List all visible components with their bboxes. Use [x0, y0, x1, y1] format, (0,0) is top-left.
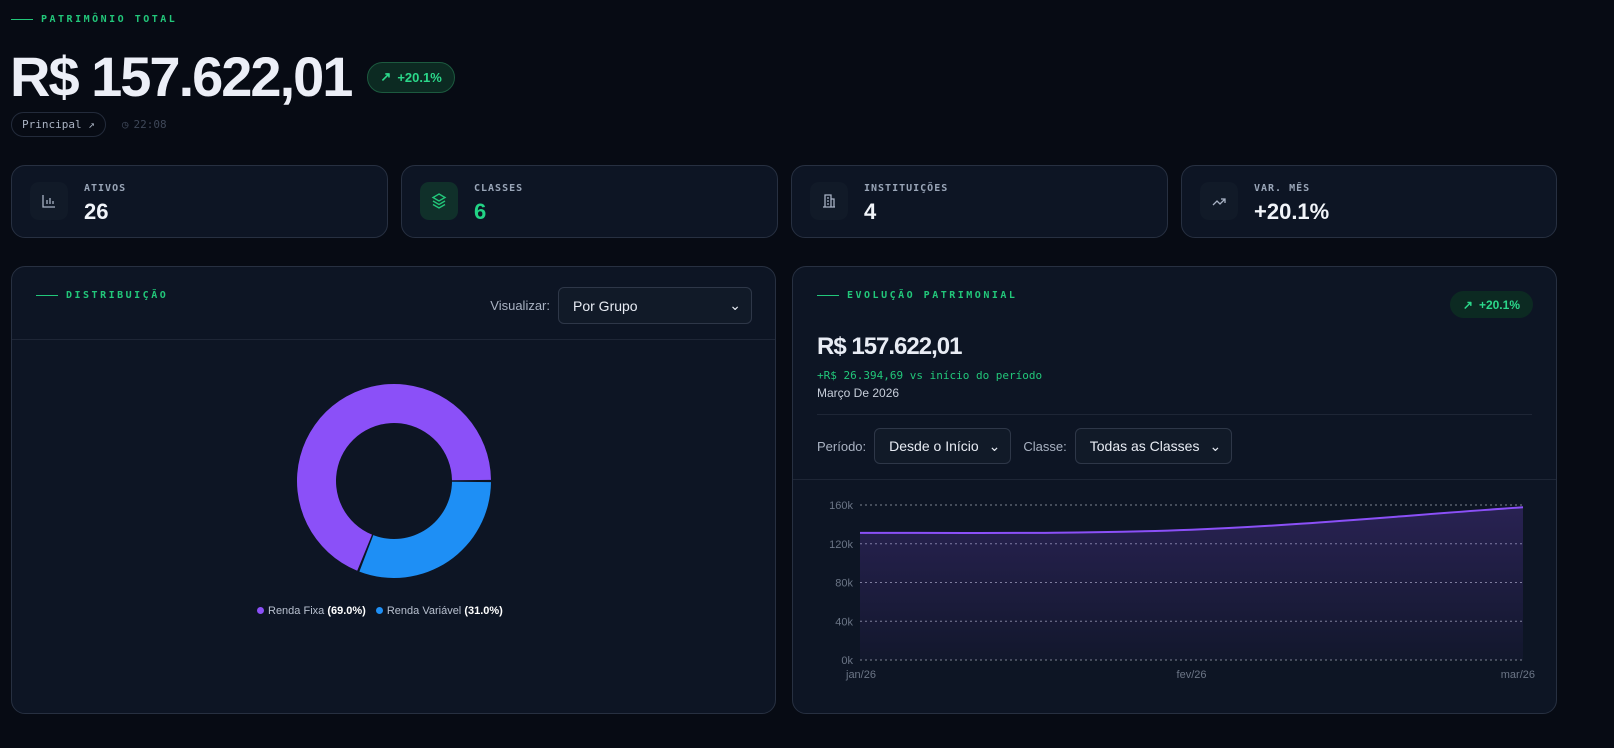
layers-icon [420, 182, 458, 220]
title-text: DISTRIBUIÇÃO [66, 290, 169, 301]
donut-legend: Renda Fixa (69.0%) Renda Variável (31.0%… [257, 605, 503, 617]
donut-chart [296, 384, 491, 578]
trending-up-icon: ↗ [1462, 297, 1473, 312]
title-text: EVOLUÇÃO PATRIMONIAL [847, 290, 1018, 301]
chevron-down-icon: ⌄ [988, 437, 1001, 454]
total-subrow: Principal ↗ ◷ 22:08 [11, 112, 167, 137]
area-fill [860, 507, 1523, 660]
legend-dot [257, 607, 264, 614]
y-tick-label: 40k [835, 616, 853, 628]
bar-chart-icon [30, 182, 68, 220]
evolution-chart: 0k 40k 80k 120k 160k jan/26 fev/26 mar/26 [829, 500, 1535, 681]
view-label: Visualizar: [490, 298, 550, 313]
distribution-title: DISTRIBUIÇÃO [36, 290, 168, 301]
divider [12, 339, 775, 340]
building-icon [810, 182, 848, 220]
change-badge: ↗ +20.1% [367, 61, 455, 93]
stat-label: ATIVOS [84, 183, 127, 194]
time-text: 22:08 [133, 118, 167, 131]
stat-value: 26 [84, 199, 109, 224]
evolution-change-badge: ↗ +20.1% [1449, 291, 1533, 318]
class-select[interactable]: Todas as Classes ⌄ [1074, 428, 1233, 464]
legend-pct: (69.0%) [327, 605, 366, 617]
chevron-down-icon: ⌄ [729, 297, 741, 313]
view-row: Visualizar: Por Grupo ⌄ [490, 287, 752, 324]
evolution-value: R$ 157.622,01 [817, 333, 962, 360]
evolution-delta: +R$ 26.394,69 vs início do período [817, 369, 1043, 382]
y-tick-label: 120k [829, 539, 853, 551]
divider [817, 414, 1532, 415]
stat-label: CLASSES [474, 183, 524, 194]
y-tick-label: 0k [841, 655, 853, 667]
evolution-date: Março De 2026 [817, 386, 900, 400]
chevron-down-icon: ⌄ [1209, 437, 1222, 454]
period-value: Desde o Início [889, 438, 979, 454]
view-select[interactable]: Por Grupo ⌄ [558, 287, 752, 324]
legend-item-renda-fixa[interactable]: Renda Fixa (69.0%) [257, 605, 366, 617]
eyebrow-text: PATRIMÔNIO TOTAL [41, 14, 178, 25]
legend-dot [375, 607, 383, 614]
clock-icon: ◷ [121, 118, 129, 131]
legend-name: Renda Variável [386, 605, 462, 617]
trending-up-icon [1200, 182, 1238, 220]
change-text: +20.1% [397, 69, 442, 85]
x-tick-label: mar/26 [1501, 669, 1535, 681]
divider [793, 479, 1556, 480]
y-tick-label: 80k [835, 578, 853, 590]
donut-slice-1[interactable] [359, 481, 491, 578]
filter-row: Período: Desde o Início ⌄ Classe: Todas a… [817, 428, 1233, 464]
stat-value: +20.1% [1254, 199, 1330, 224]
legend-item-renda-variavel[interactable]: Renda Variável (31.0%) [375, 605, 503, 617]
series-line [859, 506, 1524, 534]
trending-up-icon: ↗ [380, 69, 392, 84]
y-tick-label: 160k [829, 500, 853, 512]
total-row: R$ 157.622,01 ↗ +20.1% [10, 44, 455, 110]
evolution-title: EVOLUÇÃO PATRIMONIAL [817, 290, 1017, 301]
stat-card-ativos: ATIVOS 26 [11, 165, 388, 238]
portfolio-label: Principal ↗ [22, 118, 95, 131]
x-tick-label: jan/26 [845, 669, 876, 681]
class-label: Classe: [1023, 438, 1067, 454]
stat-label: INSTITUIÇÕES [864, 183, 949, 194]
total-eyebrow: PATRIMÔNIO TOTAL [11, 14, 177, 25]
stat-card-var-mes: VAR. MÊS +20.1% [1181, 165, 1557, 238]
donut-slice-0[interactable] [296, 384, 491, 571]
class-value: Todas as Classes [1089, 438, 1200, 454]
stat-value: 6 [474, 199, 487, 224]
view-value: Por Grupo [573, 297, 638, 314]
change-text: +20.1% [1478, 297, 1520, 312]
stat-value: 4 [864, 199, 877, 224]
legend-name: Renda Fixa [268, 605, 325, 617]
stat-label: VAR. MÊS [1254, 183, 1311, 194]
x-tick-label: fev/26 [1177, 669, 1207, 681]
evolution-panel: EVOLUÇÃO PATRIMONIAL ↗ +20.1% R$ 157.622,… [792, 266, 1557, 714]
distribution-panel: DISTRIBUIÇÃO Visualizar: Por Grupo ⌄ Rend… [11, 266, 776, 714]
period-label: Período: [817, 438, 867, 454]
period-select[interactable]: Desde o Início ⌄ [874, 428, 1012, 464]
last-update: ◷ 22:08 [122, 118, 167, 131]
stat-card-classes: CLASSES 6 [401, 165, 778, 238]
legend-pct: (31.0%) [464, 605, 503, 617]
stat-card-instituicoes: INSTITUIÇÕES 4 [791, 165, 1168, 238]
total-value: R$ 157.622,01 [10, 45, 353, 108]
portfolio-button[interactable]: Principal ↗ [11, 112, 106, 137]
